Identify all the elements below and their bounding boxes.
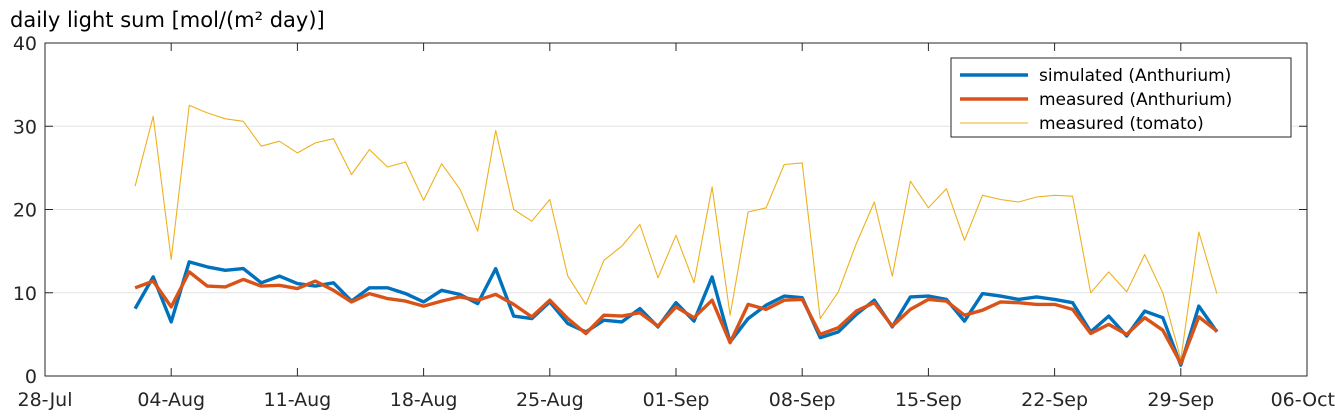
x-tick-label: 11-Aug <box>264 389 332 411</box>
x-tick-label: 25-Aug <box>516 389 584 411</box>
x-tick-label: 28-Jul <box>17 389 72 411</box>
x-tick-label: 08-Sep <box>769 389 836 411</box>
axis-ticks: 0 10 20 30 40 28-Jul 04-Aug 11-Aug 18-Aug 25-Aug 0… <box>13 33 1335 411</box>
x-tick-label: 04-Aug <box>137 389 205 411</box>
y-tick-label: 30 <box>13 116 37 138</box>
chart-title: daily light sum [mol/(m² day)] <box>10 8 325 32</box>
series-lines <box>133 104 1219 367</box>
x-tick-label: 29-Sep <box>1147 389 1214 411</box>
y-tick-label: 40 <box>13 33 37 55</box>
series-line-measured-tomato <box>134 104 1218 360</box>
series-line-measured-anthurium <box>134 270 1218 366</box>
x-tick-label: 15-Sep <box>895 389 962 411</box>
legend-label: measured (Anthurium) <box>1039 90 1232 110</box>
series-line-simulated-anthurium <box>133 260 1219 367</box>
x-tick-label: 01-Sep <box>643 389 710 411</box>
y-tick-label: 20 <box>13 200 37 222</box>
x-tick-label: 22-Sep <box>1021 389 1088 411</box>
legend: simulated (Anthurium) measured (Anthurium… <box>950 57 1292 138</box>
x-tick-label: 18-Aug <box>390 389 458 411</box>
legend-label: simulated (Anthurium) <box>1039 66 1231 86</box>
legend-label: measured (tomato) <box>1039 114 1204 134</box>
y-tick-label: 10 <box>13 283 37 305</box>
y-tick-label: 0 <box>25 366 37 388</box>
x-tick-label: 06-Oct <box>1271 389 1335 411</box>
